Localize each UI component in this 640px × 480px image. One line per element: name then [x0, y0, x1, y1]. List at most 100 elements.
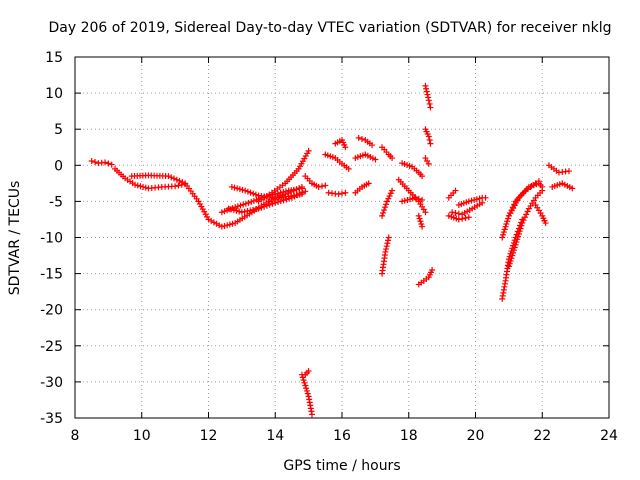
y-tick-label: 15 [45, 50, 63, 66]
data-point [233, 207, 240, 214]
data-point [298, 185, 305, 192]
data-point [137, 183, 144, 190]
data-point [252, 191, 259, 198]
data-point [108, 161, 115, 168]
data-point [339, 190, 345, 197]
data-point [265, 198, 272, 205]
data-point [277, 198, 284, 205]
series-arc-35 [545, 162, 572, 176]
data-point [301, 379, 308, 386]
data-point [250, 190, 257, 197]
data-point [419, 223, 426, 230]
data-point [242, 187, 249, 194]
series-arc-20 [399, 194, 426, 205]
data-point [505, 263, 512, 270]
data-point [423, 88, 430, 95]
data-point [280, 189, 287, 196]
data-point [241, 208, 248, 215]
data-point [500, 229, 507, 236]
data-point [427, 104, 434, 111]
data-point [230, 207, 237, 214]
data-point [244, 208, 251, 215]
y-tick-label: -35 [40, 411, 63, 427]
data-point [299, 189, 306, 196]
data-point [266, 201, 273, 208]
data-point [389, 155, 396, 162]
series-arc-31 [505, 187, 546, 270]
data-point [342, 144, 349, 151]
x-tick-labels: 8 10 12 14 16 18 20 22 24 [71, 428, 618, 444]
y-tick-label: 5 [54, 122, 63, 138]
y-tick-label: -20 [40, 303, 63, 319]
data-point [452, 209, 459, 216]
y-tick-label: -5 [49, 194, 63, 210]
y-axis-label: SDTVAR / TECUs [7, 181, 23, 296]
data-point [429, 266, 436, 273]
data-point [291, 193, 298, 200]
data-point [238, 209, 245, 216]
series-arc-24 [422, 126, 434, 147]
data-point [468, 197, 475, 204]
data-point [226, 221, 233, 228]
series-arc-18 [399, 160, 426, 180]
data-point [244, 188, 251, 195]
data-point [419, 173, 426, 180]
data-point [175, 182, 182, 189]
data-point [221, 222, 228, 229]
data-point [542, 220, 549, 227]
data-points [88, 82, 576, 418]
data-point [218, 223, 225, 230]
data-point [382, 204, 389, 211]
data-point [176, 177, 183, 184]
series-arc-27 [449, 199, 486, 218]
x-tick-label: 20 [467, 428, 485, 444]
y-tick-labels: 15 10 5 0 -5 -10 -15 -20 -25 -30 -35 [40, 50, 63, 427]
data-point [427, 140, 434, 147]
series-arc-7 [225, 188, 309, 216]
data-point [415, 212, 422, 219]
data-point [513, 239, 520, 246]
data-point [383, 201, 390, 208]
data-point [476, 195, 483, 202]
data-point [520, 217, 527, 224]
data-point [419, 196, 426, 203]
data-point [268, 197, 275, 204]
data-point [423, 85, 430, 92]
data-point [274, 190, 281, 197]
data-point [518, 222, 525, 229]
x-tick-label: 12 [200, 428, 218, 444]
x-tick-label: 8 [71, 428, 80, 444]
data-point [294, 192, 301, 199]
data-point [342, 189, 349, 196]
data-point [282, 188, 289, 195]
data-point [132, 181, 139, 188]
data-point [425, 160, 432, 167]
data-point [218, 209, 225, 216]
data-point [426, 100, 433, 107]
x-tick-label: 24 [600, 428, 618, 444]
series-arc-21 [415, 212, 426, 230]
data-point [415, 195, 422, 202]
data-point [504, 218, 511, 225]
data-point [465, 214, 472, 221]
data-point [422, 82, 429, 89]
data-point [519, 220, 526, 227]
data-point [335, 191, 342, 198]
data-point [511, 244, 518, 251]
data-point [302, 188, 309, 195]
data-point [379, 212, 386, 219]
series-arc-25 [422, 155, 432, 167]
data-point [261, 203, 268, 210]
data-point [471, 196, 478, 203]
series-arc-15 [379, 234, 392, 277]
data-point [224, 222, 231, 229]
data-point [499, 234, 506, 241]
data-point [505, 215, 512, 222]
data-point [479, 199, 486, 206]
data-point [409, 195, 416, 202]
series-arc-13 [352, 151, 379, 163]
data-point [384, 240, 391, 247]
data-point [502, 223, 509, 230]
series-arc-28 [455, 194, 489, 209]
data-point [401, 197, 408, 204]
